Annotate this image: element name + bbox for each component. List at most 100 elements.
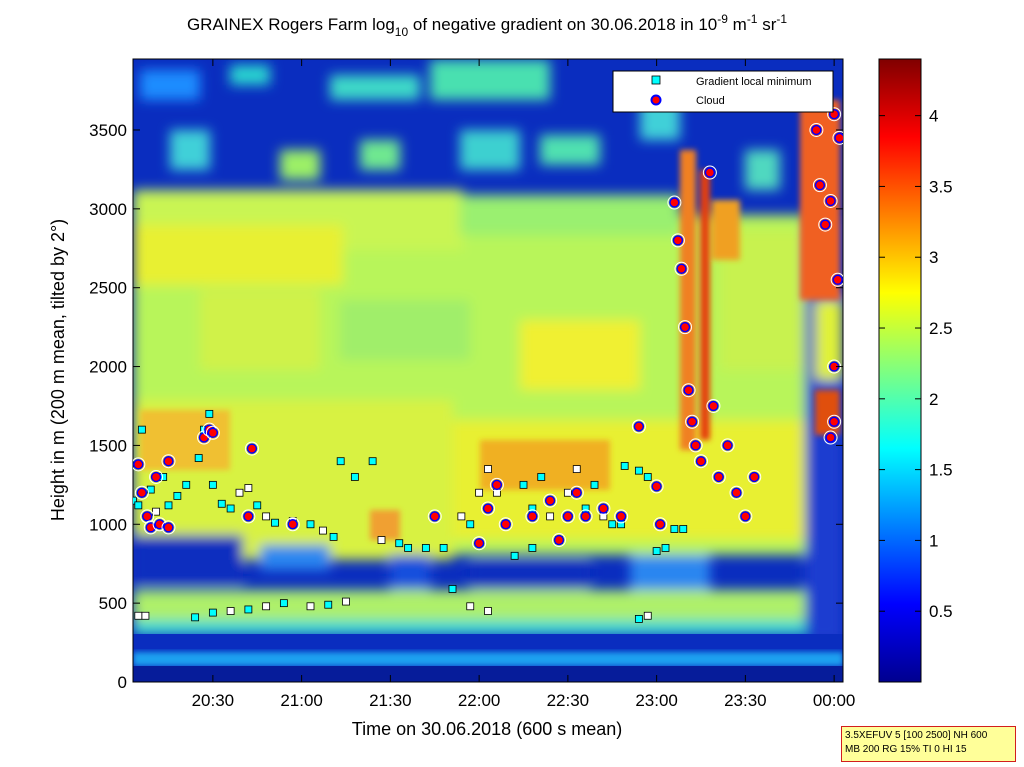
- cloud-marker: [825, 195, 836, 207]
- gradient-minimum-marker: [141, 611, 150, 620]
- cloud-marker: [473, 537, 485, 549]
- y-tick-label: 1500: [89, 436, 127, 455]
- cloud-marker: [820, 219, 831, 230]
- cloud-marker-halo: [285, 517, 300, 532]
- cloud-marker-halo: [670, 233, 685, 248]
- colorbar-tick-label: 3.5: [929, 177, 953, 196]
- cloud-marker-halo: [711, 469, 726, 484]
- colorbar-tick-label: 1: [929, 531, 938, 550]
- colorbar-tick-label: 4: [929, 107, 938, 126]
- cloud-marker: [669, 197, 680, 208]
- gradient-minimum-marker: [421, 544, 430, 552]
- settings-info-box: 3.5XEFUV 5 [100 2500] NH 600 MB 200 RG 1…: [841, 726, 1016, 762]
- gradient-minimum-marker: [208, 480, 217, 489]
- cloud-marker: [676, 263, 687, 275]
- cloud-marker-halo: [149, 469, 164, 484]
- cloud-marker-halo: [140, 509, 155, 524]
- x-tick-label: 22:30: [547, 691, 590, 710]
- gradient-minimum-marker: [217, 499, 226, 508]
- cloud-marker: [141, 511, 153, 522]
- cloud-marker: [690, 440, 701, 451]
- cloud-marker: [740, 511, 751, 522]
- gradient-minimum-marker: [271, 518, 279, 527]
- cloud-marker-halo: [747, 469, 762, 484]
- gradient-minimum-marker: [324, 600, 333, 609]
- cloud-marker-halo: [681, 383, 696, 398]
- cloud-marker: [722, 440, 733, 451]
- cloud-marker: [828, 416, 840, 428]
- y-tick-label: 500: [99, 594, 127, 613]
- cloud-marker: [482, 503, 494, 514]
- x-tick-label: 21:00: [280, 691, 323, 710]
- gradient-minimum-marker: [226, 504, 235, 513]
- cloud-marker-halo: [134, 485, 149, 500]
- gradient-minimum-marker: [661, 544, 670, 552]
- gradient-minimum-marker: [448, 585, 457, 593]
- cloud-marker-halo: [812, 178, 827, 193]
- gradient-minimum-marker: [457, 512, 466, 521]
- gradient-minimum-marker: [492, 488, 501, 497]
- gradient-minimum-marker: [563, 488, 572, 497]
- cloud-marker: [695, 455, 707, 467]
- cloud-marker-halo: [481, 501, 495, 516]
- gradient-minimum-marker: [395, 539, 404, 548]
- gradient-minimum-marker: [466, 602, 475, 611]
- cloud-marker-halo: [427, 509, 442, 524]
- y-axis-label: Height in m (200 m mean, tilted by 2°): [48, 219, 68, 521]
- cloud-marker-halo: [720, 438, 735, 453]
- cloud-marker: [615, 511, 627, 522]
- cloud-marker-halo: [674, 261, 689, 276]
- cloud-marker-halo: [244, 441, 259, 456]
- cloud-marker-halo: [525, 509, 540, 524]
- gradient-minimum-marker: [620, 462, 629, 470]
- cloud-marker: [544, 495, 556, 506]
- gradient-minimum-marker: [306, 602, 315, 611]
- x-tick-label: 00:00: [813, 691, 856, 710]
- cloud-marker-halo: [472, 536, 487, 551]
- cloud-marker-halo: [161, 454, 176, 469]
- x-axis-label: Time on 30.06.2018 (600 s mean): [352, 719, 623, 739]
- gradient-minimum-marker: [191, 613, 200, 622]
- gradient-minimum-marker: [279, 599, 288, 608]
- y-tick-label: 3500: [89, 121, 127, 140]
- cloud-marker-halo: [738, 509, 753, 524]
- gradient-minimum-marker: [182, 480, 191, 489]
- cloud-marker-halo: [685, 414, 700, 429]
- gradient-minimum-marker: [319, 526, 327, 535]
- cloud-marker-halo: [197, 430, 211, 445]
- y-tick-label: 0: [118, 673, 127, 692]
- gradient-minimum-marker: [528, 544, 537, 552]
- cloud-marker: [133, 459, 144, 470]
- gradient-minimum-marker: [546, 512, 555, 521]
- cloud-marker-halo: [569, 485, 584, 500]
- gradient-minimum-marker: [306, 520, 315, 529]
- gradient-minimum-marker: [643, 473, 652, 481]
- x-tick-label: 23:00: [635, 691, 678, 710]
- gradient-minimum-marker: [133, 496, 137, 505]
- cloud-marker-halo: [205, 425, 220, 440]
- gradient-minimum-marker: [652, 547, 661, 555]
- cloud-marker-halo: [702, 165, 717, 180]
- cloud-marker-halo: [688, 438, 703, 453]
- cloud-marker: [679, 321, 691, 333]
- gradient-minimum-marker: [608, 520, 617, 529]
- colorbar-tick-label: 0.5: [929, 602, 953, 621]
- gradient-minimum-marker: [244, 484, 253, 492]
- gradient-minimum-marker: [634, 466, 643, 475]
- cloud-marker-halo: [241, 509, 256, 524]
- gradient-minimum-marker: [377, 536, 386, 544]
- cloud-marker-halo: [631, 419, 646, 434]
- cloud-marker: [825, 432, 836, 443]
- gradient-minimum-marker: [262, 512, 271, 521]
- legend-square-marker: [651, 75, 661, 85]
- cloud-marker: [651, 481, 662, 492]
- cloud-marker: [580, 511, 591, 522]
- gradient-minimum-marker: [519, 480, 528, 489]
- gradient-minimum-marker: [137, 425, 146, 434]
- legend-circle-marker: [650, 94, 662, 106]
- gradient-minimum-marker: [466, 520, 475, 529]
- cloud-marker-halo: [552, 533, 566, 548]
- gradient-minimum-marker: [572, 465, 581, 473]
- cloud-marker-halo: [649, 479, 664, 494]
- x-tick-label: 21:30: [369, 691, 412, 710]
